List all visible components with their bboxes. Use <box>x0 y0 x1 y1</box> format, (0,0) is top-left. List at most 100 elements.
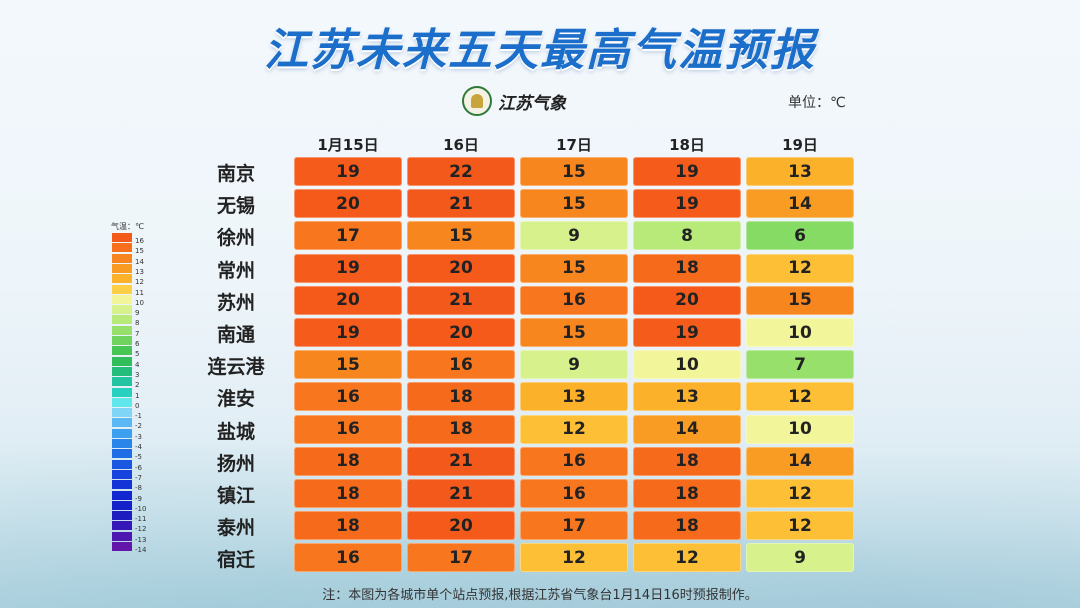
legend-swatch <box>112 253 132 263</box>
temperature-cell: 12 <box>746 511 854 541</box>
page-title: 江苏未来五天最高气温预报 <box>264 25 816 76</box>
city-label: 连云港 <box>207 356 265 379</box>
city-label: 镇江 <box>216 485 255 507</box>
footnote: 注：本图为各城市单个站点预报,根据江苏省气象台1月14日16时预报制作。 <box>322 588 758 603</box>
city-label: 泰州 <box>216 517 255 540</box>
legend-swatch <box>112 428 132 438</box>
column-header-5: 19日 <box>782 136 818 154</box>
legend-swatch <box>112 387 132 397</box>
legend-label: -8 <box>135 484 142 493</box>
city-label: 宿迁 <box>216 549 255 572</box>
column-header-3: 17日 <box>556 136 592 154</box>
temperature-cell: 13 <box>633 382 741 412</box>
legend-label: -11 <box>135 515 147 524</box>
temperature-cell: 21 <box>407 189 515 219</box>
legend-label: -14 <box>135 546 147 554</box>
city-label: 徐州 <box>216 227 255 250</box>
legend-label: 14 <box>135 257 144 266</box>
legend-label: -9 <box>135 494 142 503</box>
temperature-cell: 14 <box>746 189 854 219</box>
legend-swatch <box>112 531 132 541</box>
temperature-cell: 19 <box>633 189 741 219</box>
legend-swatch <box>112 500 132 510</box>
legend-label: -6 <box>135 463 142 472</box>
temperature-cell: 9 <box>746 543 854 573</box>
legend-swatch <box>112 336 132 345</box>
temperature-cell: 19 <box>294 157 402 186</box>
legend-label: -7 <box>135 473 142 482</box>
legend-label: -12 <box>135 525 147 534</box>
legend-label: -13 <box>135 535 147 544</box>
city-label: 扬州 <box>216 452 255 475</box>
legend-label: 6 <box>135 340 140 348</box>
temperature-cell: 9 <box>520 350 628 380</box>
legend-swatch <box>112 469 132 479</box>
legend-swatch <box>112 315 132 325</box>
legend-label: -3 <box>135 432 142 441</box>
legend-label: 15 <box>135 247 144 256</box>
legend-label: 1 <box>135 391 140 400</box>
temperature-cell: 9 <box>520 221 628 251</box>
temperature-cell: 12 <box>520 543 628 573</box>
unit-label: 单位：℃ <box>788 95 846 111</box>
temperature-cell: 15 <box>520 318 628 347</box>
temperature-cell: 15 <box>520 189 628 219</box>
legend-swatch <box>112 356 132 366</box>
temperature-cell: 20 <box>633 285 741 315</box>
legend-title: 气温：℃ <box>111 222 144 231</box>
temperature-cell: 18 <box>407 382 515 412</box>
temperature-cell: 7 <box>746 350 854 380</box>
temperature-cell: 16 <box>520 446 628 476</box>
legend-label: 11 <box>135 288 144 297</box>
temperature-cell: 20 <box>294 285 402 315</box>
temperature-cell: 15 <box>520 253 628 283</box>
temperature-cell: 14 <box>633 414 741 444</box>
temperature-cell: 20 <box>407 511 515 541</box>
city-label: 南京 <box>216 163 255 185</box>
temperature-cell: 19 <box>294 253 402 283</box>
legend-swatch <box>112 459 132 469</box>
legend-label: 13 <box>135 267 144 276</box>
legend-swatch <box>112 408 132 418</box>
temperature-cell: 21 <box>407 479 515 508</box>
legend-swatch <box>112 377 132 387</box>
temperature-cell: 16 <box>294 382 402 412</box>
legend-label: -2 <box>135 422 142 431</box>
legend-swatch <box>112 233 132 242</box>
legend-label: 8 <box>135 319 140 328</box>
temperature-cell: 16 <box>294 414 402 444</box>
legend-swatch <box>112 346 132 356</box>
legend-swatch <box>112 263 132 273</box>
temperature-cell: 15 <box>746 285 854 315</box>
city-label: 常州 <box>216 259 255 282</box>
city-label: 无锡 <box>216 195 255 218</box>
legend-label: 9 <box>135 309 140 318</box>
legend-label: 10 <box>135 298 144 307</box>
legend-swatch <box>112 325 132 335</box>
legend-swatch <box>112 243 132 253</box>
legend-swatch <box>112 366 132 376</box>
legend-label: 5 <box>135 350 140 359</box>
city-label: 南通 <box>216 324 255 346</box>
legend-swatch <box>112 480 132 490</box>
legend-label: 3 <box>135 370 140 379</box>
temperature-cell: 17 <box>407 543 515 573</box>
temperature-cell: 18 <box>633 253 741 283</box>
legend-swatch <box>112 449 132 459</box>
temperature-cell: 12 <box>746 253 854 283</box>
temperature-cell: 12 <box>746 382 854 412</box>
temperature-cell: 8 <box>633 221 741 251</box>
temperature-cell: 16 <box>520 285 628 315</box>
legend-swatch <box>112 521 132 531</box>
temperature-cell: 13 <box>746 157 854 186</box>
legend-label: 4 <box>135 360 140 369</box>
temperature-cell: 12 <box>746 479 854 508</box>
temperature-cell: 20 <box>407 253 515 283</box>
legend-label: -10 <box>135 504 147 513</box>
temperature-cell: 16 <box>407 350 515 380</box>
column-header-2: 16日 <box>443 136 479 154</box>
temperature-cell: 20 <box>294 189 402 219</box>
legend-swatch <box>112 305 132 315</box>
temperature-cell: 16 <box>520 479 628 508</box>
temperature-cell: 18 <box>294 511 402 541</box>
